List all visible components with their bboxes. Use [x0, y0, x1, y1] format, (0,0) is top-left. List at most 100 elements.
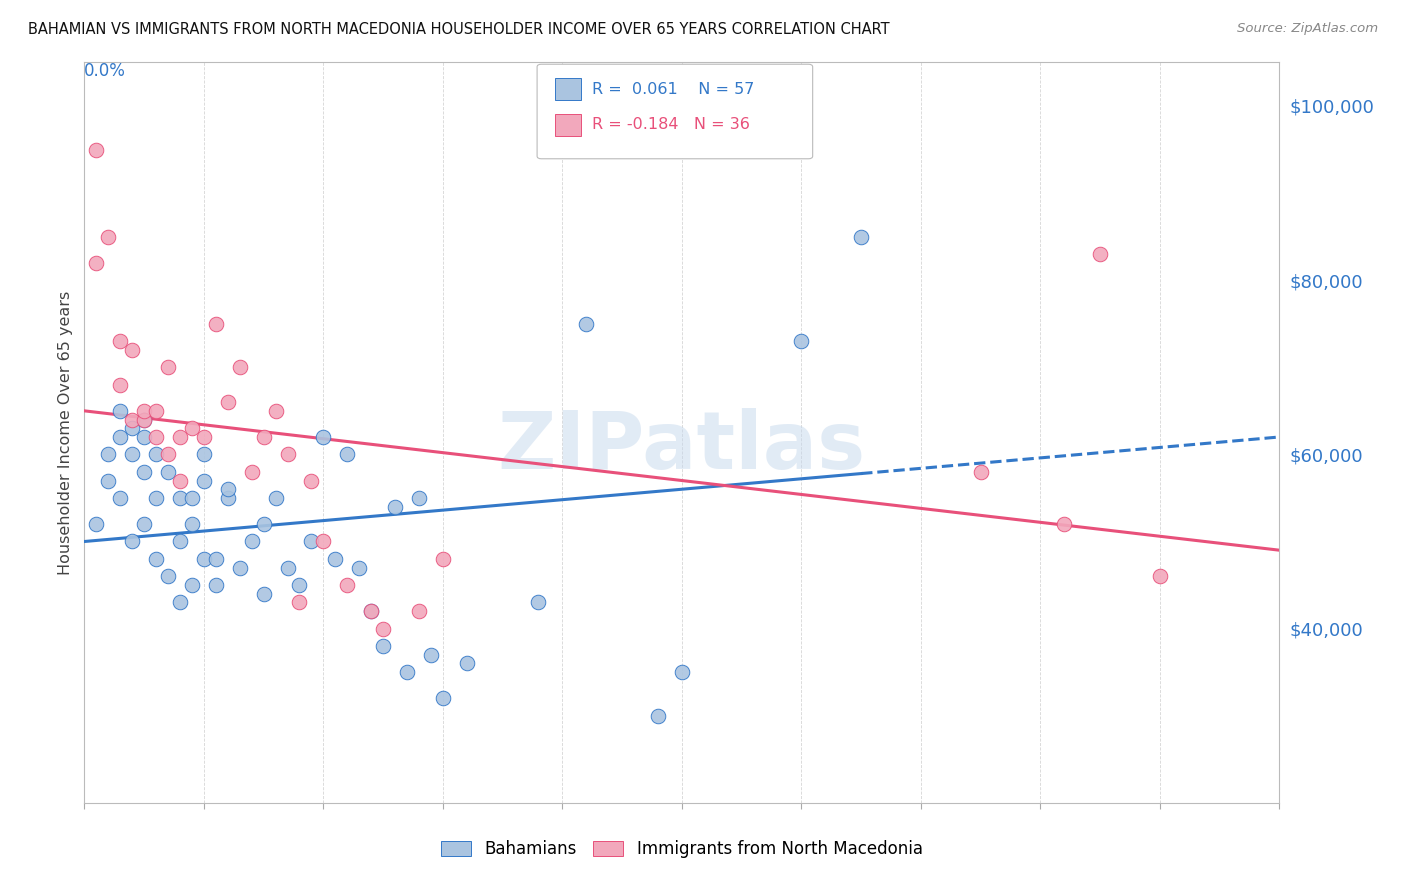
Point — [1090, 247, 1112, 261]
Point — [277, 447, 299, 461]
Point — [373, 639, 395, 653]
Point — [121, 421, 143, 435]
Point — [336, 578, 359, 592]
Point — [647, 708, 669, 723]
Point — [86, 517, 108, 532]
Point — [193, 430, 215, 444]
Point — [110, 377, 132, 392]
Point — [157, 447, 180, 461]
Point — [132, 412, 156, 426]
Point — [132, 465, 156, 479]
Point — [432, 552, 454, 566]
Point — [360, 604, 382, 618]
Point — [193, 552, 215, 566]
Point — [288, 578, 311, 592]
Point — [121, 534, 143, 549]
Point — [217, 482, 239, 496]
Point — [336, 447, 359, 461]
Point — [181, 421, 204, 435]
Point — [277, 560, 299, 574]
Point — [301, 474, 323, 488]
Point — [97, 474, 120, 488]
Point — [360, 604, 382, 618]
Point — [169, 474, 191, 488]
Point — [110, 404, 132, 418]
Point — [228, 560, 252, 574]
Point — [349, 560, 371, 574]
Legend: Bahamians, Immigrants from North Macedonia: Bahamians, Immigrants from North Macedon… — [434, 833, 929, 865]
Point — [110, 334, 132, 348]
Point — [301, 534, 323, 549]
Point — [145, 552, 167, 566]
Text: R = -0.184   N = 36: R = -0.184 N = 36 — [592, 118, 749, 132]
Point — [1053, 517, 1076, 532]
Point — [157, 465, 180, 479]
Point — [325, 552, 347, 566]
Point — [240, 534, 263, 549]
Point — [132, 430, 156, 444]
Point — [157, 360, 180, 375]
Point — [253, 517, 276, 532]
Point — [121, 412, 143, 426]
Point — [312, 430, 335, 444]
Point — [205, 578, 228, 592]
Point — [264, 491, 287, 505]
Point — [970, 465, 993, 479]
Point — [169, 491, 191, 505]
Point — [110, 491, 132, 505]
Point — [145, 404, 167, 418]
Point — [181, 491, 204, 505]
Point — [157, 569, 180, 583]
Point — [217, 491, 239, 505]
Point — [312, 534, 335, 549]
Point — [169, 430, 191, 444]
Point — [228, 360, 252, 375]
Point — [408, 604, 430, 618]
Point — [253, 587, 276, 601]
Point — [132, 412, 156, 426]
Point — [253, 430, 276, 444]
Y-axis label: Householder Income Over 65 years: Householder Income Over 65 years — [58, 291, 73, 574]
Point — [240, 465, 263, 479]
Point — [193, 447, 215, 461]
Text: Source: ZipAtlas.com: Source: ZipAtlas.com — [1237, 22, 1378, 36]
Point — [575, 317, 598, 331]
Point — [456, 657, 478, 671]
Point — [145, 491, 167, 505]
Point — [121, 343, 143, 357]
Point — [121, 447, 143, 461]
Point — [264, 404, 287, 418]
Text: R =  0.061    N = 57: R = 0.061 N = 57 — [592, 82, 754, 96]
Point — [86, 143, 108, 157]
Point — [288, 595, 311, 609]
Point — [671, 665, 693, 680]
Point — [527, 595, 550, 609]
Text: BAHAMIAN VS IMMIGRANTS FROM NORTH MACEDONIA HOUSEHOLDER INCOME OVER 65 YEARS COR: BAHAMIAN VS IMMIGRANTS FROM NORTH MACEDO… — [28, 22, 890, 37]
Point — [205, 552, 228, 566]
Point — [193, 474, 215, 488]
Point — [1149, 569, 1171, 583]
Text: ZIPatlas: ZIPatlas — [498, 409, 866, 486]
Point — [169, 595, 191, 609]
Point — [86, 256, 108, 270]
Point — [181, 578, 204, 592]
Point — [132, 404, 156, 418]
Point — [97, 447, 120, 461]
Point — [384, 500, 406, 514]
Point — [110, 430, 132, 444]
Point — [373, 622, 395, 636]
Point — [217, 395, 239, 409]
Point — [420, 648, 443, 662]
Point — [851, 229, 873, 244]
Point — [132, 517, 156, 532]
Point — [97, 229, 120, 244]
Point — [145, 447, 167, 461]
Point — [145, 430, 167, 444]
Text: 0.0%: 0.0% — [84, 62, 127, 80]
Point — [169, 534, 191, 549]
Point — [790, 334, 813, 348]
Point — [408, 491, 430, 505]
Point — [432, 691, 454, 706]
Point — [205, 317, 228, 331]
Point — [181, 517, 204, 532]
